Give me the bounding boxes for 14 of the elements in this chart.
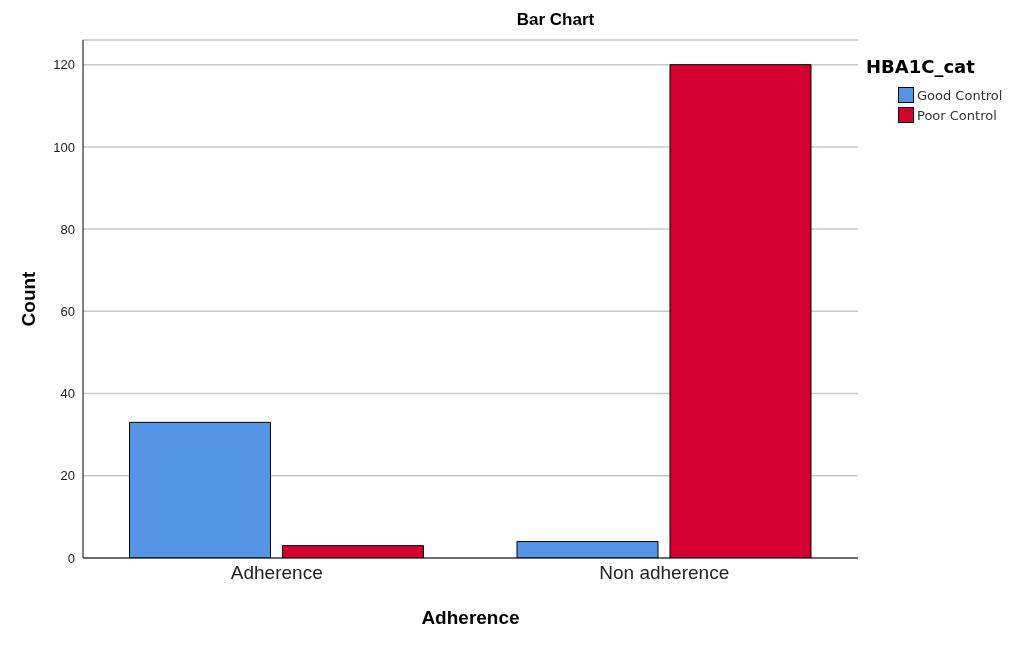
- chart-title: Bar Chart: [515, 10, 596, 30]
- legend-title: HBA1C_cat: [866, 56, 976, 77]
- x-tick-label: Non adherence: [599, 562, 730, 584]
- y-axis-title: Count: [17, 270, 39, 327]
- legend-label: Good Control: [916, 86, 1003, 105]
- y-tick-label: 60: [60, 303, 75, 319]
- y-tick-label: 20: [60, 468, 75, 484]
- y-tick-label: 80: [60, 221, 75, 237]
- y-tick-label: 40: [60, 386, 75, 402]
- x-axis-title: Adherence: [421, 607, 520, 628]
- legend-label: Poor Control: [916, 106, 998, 125]
- y-tick-label: 0: [67, 550, 75, 566]
- y-tick-label: 120: [53, 57, 75, 73]
- y-tick-label: 100: [53, 139, 75, 155]
